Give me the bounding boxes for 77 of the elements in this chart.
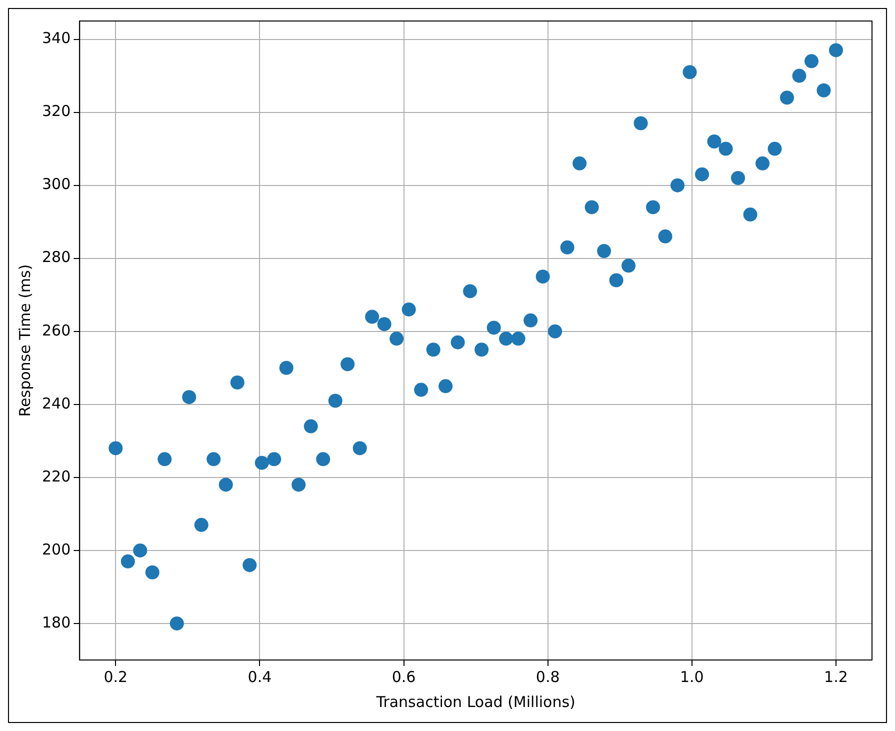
point bbox=[804, 54, 818, 68]
y-tick-label: 240 bbox=[42, 394, 71, 412]
point bbox=[304, 419, 318, 434]
point bbox=[634, 116, 648, 130]
point bbox=[658, 229, 672, 244]
point bbox=[170, 616, 184, 630]
point bbox=[707, 134, 722, 148]
point bbox=[108, 441, 123, 456]
point bbox=[316, 452, 330, 466]
point bbox=[572, 156, 587, 170]
point bbox=[743, 208, 758, 222]
point bbox=[622, 258, 636, 273]
x-tick-label: 1.0 bbox=[680, 668, 704, 686]
point bbox=[780, 90, 794, 105]
y-tick-label: 280 bbox=[42, 248, 71, 266]
point bbox=[597, 244, 612, 258]
point bbox=[474, 342, 489, 357]
point bbox=[718, 142, 733, 156]
point bbox=[731, 171, 746, 186]
point bbox=[511, 332, 526, 346]
point bbox=[377, 317, 392, 332]
y-tick-label: 260 bbox=[42, 321, 71, 340]
point bbox=[438, 379, 453, 394]
x-tick-label: 0.8 bbox=[536, 668, 560, 686]
y-tick-label: 220 bbox=[42, 467, 71, 486]
y-tick-label: 340 bbox=[42, 29, 71, 48]
point bbox=[499, 332, 514, 346]
point bbox=[828, 43, 843, 58]
point bbox=[133, 543, 148, 558]
point bbox=[158, 452, 172, 466]
point bbox=[524, 313, 538, 328]
point bbox=[792, 68, 806, 83]
x-tick-label: 0.2 bbox=[104, 668, 128, 686]
y-tick-label: 200 bbox=[42, 540, 71, 558]
point bbox=[206, 452, 221, 466]
y-axis-title: Response Time (ms) bbox=[16, 264, 34, 417]
point bbox=[328, 394, 342, 408]
point bbox=[646, 200, 660, 214]
point bbox=[450, 335, 465, 350]
point bbox=[120, 554, 135, 568]
point bbox=[182, 390, 196, 404]
point bbox=[267, 452, 282, 466]
point bbox=[560, 240, 574, 254]
point bbox=[340, 357, 355, 372]
point bbox=[402, 302, 416, 316]
point bbox=[279, 360, 294, 375]
point bbox=[768, 142, 782, 156]
point bbox=[352, 441, 367, 456]
y-tick-label: 300 bbox=[42, 175, 71, 194]
point bbox=[584, 200, 599, 214]
point bbox=[756, 156, 770, 170]
x-tick-label: 0.6 bbox=[392, 668, 416, 686]
point bbox=[816, 83, 831, 98]
point bbox=[390, 332, 404, 346]
point bbox=[145, 565, 160, 580]
point bbox=[682, 65, 697, 80]
y-tick-label: 180 bbox=[42, 613, 71, 632]
point bbox=[426, 342, 440, 357]
x-tick-label: 1.2 bbox=[824, 668, 848, 686]
point bbox=[414, 382, 428, 397]
point bbox=[230, 375, 244, 390]
point bbox=[486, 320, 501, 335]
point bbox=[242, 558, 257, 572]
point bbox=[194, 518, 208, 532]
point bbox=[536, 270, 550, 284]
point bbox=[695, 167, 709, 182]
point bbox=[548, 324, 562, 338]
x-axis-title: Transaction Load (Millions) bbox=[375, 692, 576, 711]
point bbox=[254, 456, 269, 470]
point bbox=[292, 478, 306, 492]
point bbox=[670, 178, 685, 192]
point bbox=[463, 284, 478, 298]
y-tick-label: 320 bbox=[42, 102, 71, 120]
point bbox=[365, 310, 380, 324]
point bbox=[218, 478, 233, 492]
point bbox=[609, 273, 624, 288]
x-tick-label: 0.4 bbox=[248, 668, 272, 686]
